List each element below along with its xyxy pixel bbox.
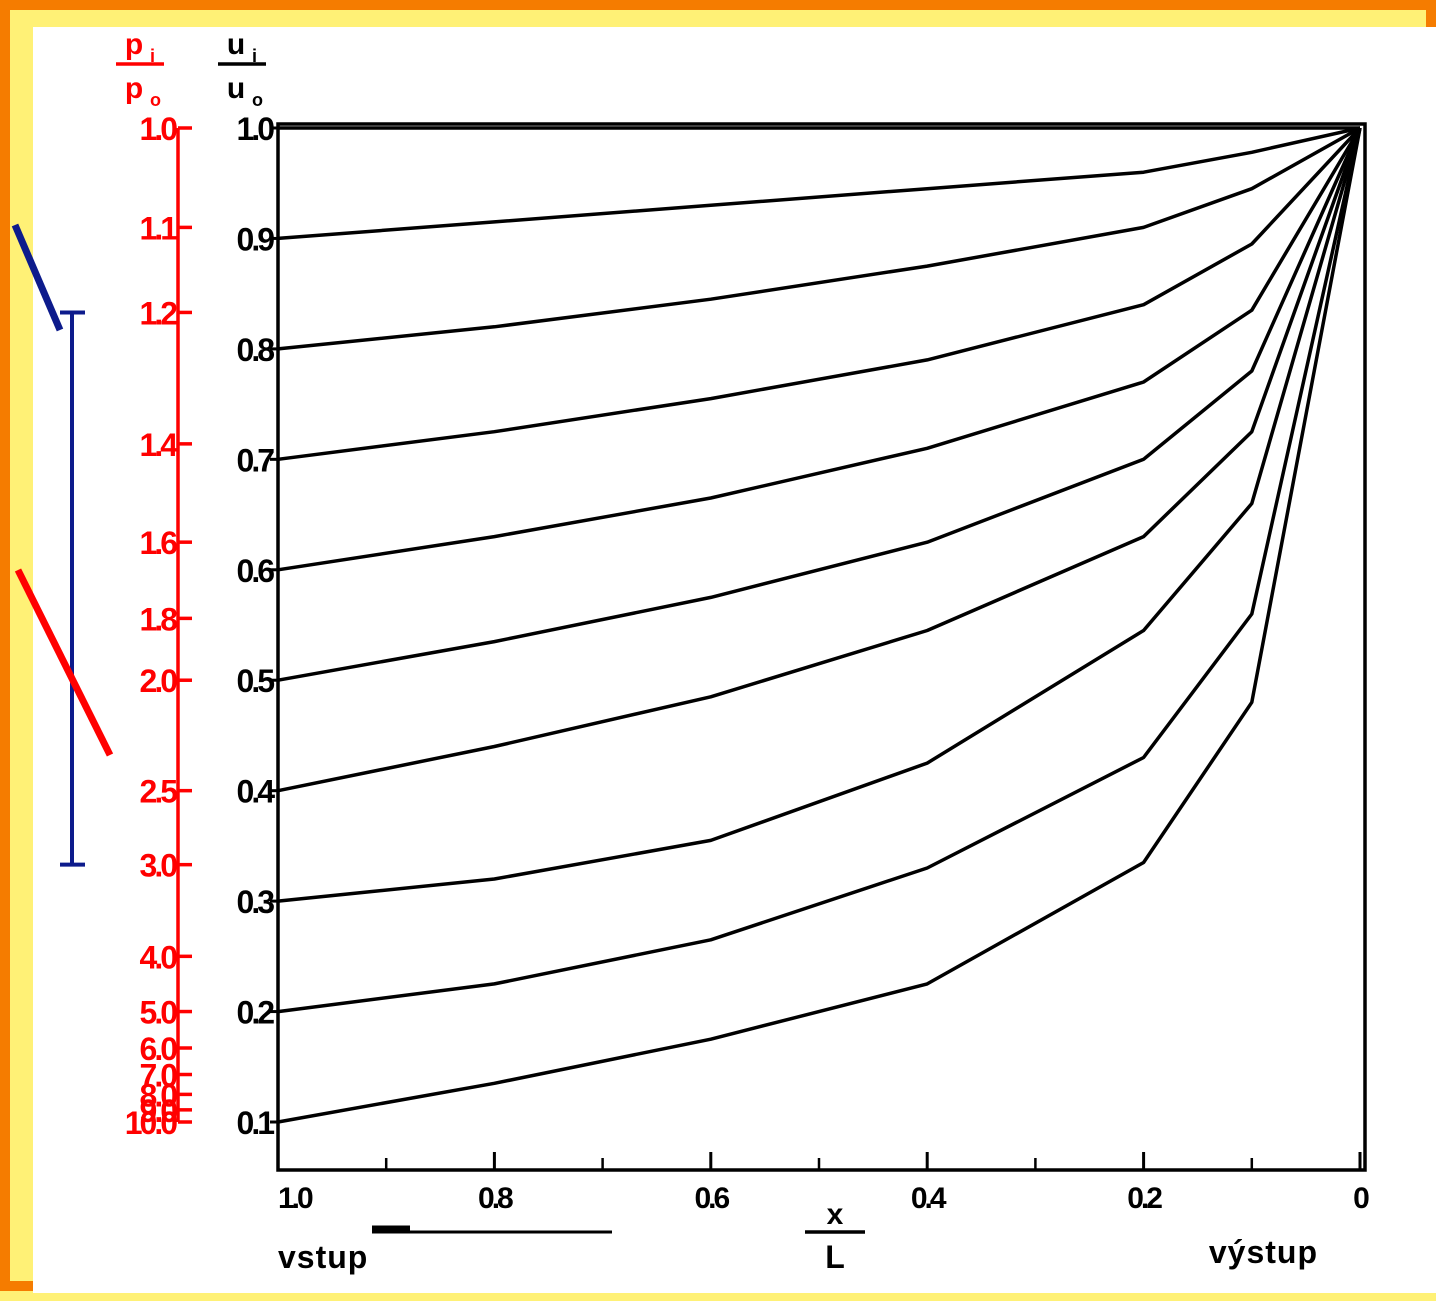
x-tick-label: 0.4: [911, 1182, 947, 1215]
pressure-axis-title-numerator-sub: i: [150, 46, 155, 66]
pressure-axis-title-denominator-sub: o: [150, 90, 161, 110]
y-tick-label: 0.5: [237, 663, 275, 699]
outlet-label: výstup: [1209, 1234, 1318, 1270]
chart-paper: [33, 27, 1436, 1293]
pressure-tick-label: 10.0: [125, 1105, 177, 1141]
pressure-axis-title: p ip o: [116, 28, 164, 110]
labels-group: 1.0 0.8 0.6 0.4 0.2 0 1.0 0.9 0.8 0.7 0.6 0.5 0.4 0.3…: [116, 28, 1372, 1275]
annotations-group: [11, 223, 612, 1234]
x-axis-title-denominator: L: [825, 1239, 845, 1275]
y-tick-label: 0.9: [237, 221, 275, 257]
y-tick-label: 0.4: [237, 774, 276, 810]
x-axis-title-numerator: x: [827, 1198, 844, 1231]
pressure-tick-label: 2.5: [140, 774, 178, 810]
curve-line: [277, 127, 1362, 1014]
x-tick-label: 0.8: [478, 1182, 513, 1215]
curve-line: [277, 126, 1361, 241]
x-tick-label: 0.2: [1127, 1182, 1162, 1215]
velocity-axis-title-numerator-sub: i: [252, 46, 257, 66]
y-tick-label: 0.7: [237, 442, 275, 478]
pressure-tick-label: 9.0: [140, 1093, 178, 1129]
y-tick-label: 0.6: [237, 553, 275, 589]
y-tick-label: 0.1: [237, 1105, 275, 1141]
curve-line: [277, 127, 1362, 903]
pressure-axis-title-denominator: p: [125, 72, 143, 105]
curves-group: [277, 126, 1362, 1124]
velocity-axis-title-denominator-sub: o: [252, 90, 263, 110]
plot-box: [276, 122, 1367, 1172]
pressure-tick-label: 6.0: [140, 1031, 178, 1067]
curve-line: [277, 126, 1361, 351]
axes-group: [176, 122, 1367, 1172]
velocity-axis-title-numerator: u: [227, 28, 245, 61]
x-tick-label: 0: [1353, 1182, 1369, 1215]
curve-line: [277, 127, 1362, 793]
pressure-tick-label: 4.0: [140, 939, 178, 975]
pressure-tick-label: 1.6: [140, 525, 178, 561]
pressure-tick-label: 1.1: [140, 210, 178, 246]
pressure-tick-label: 8.0: [140, 1077, 178, 1113]
x-tick-label: 0.6: [694, 1182, 729, 1215]
y-tick-label: 0.3: [237, 884, 275, 920]
pressure-tick-label: 3.0: [140, 848, 178, 884]
pressure-tick-label: 1.2: [140, 295, 178, 331]
velocity-axis-title: u iu o: [218, 28, 266, 110]
pressure-tick-label: 1.4: [140, 427, 179, 463]
velocity-ratio-chart: 1.0 0.8 0.6 0.4 0.2 0 1.0 0.9 0.8 0.7 0.6 0.5 0.4 0.3…: [11, 28, 1372, 1275]
curve-line: [277, 127, 1362, 572]
y-tick-label: 1.0: [237, 111, 275, 147]
y-tick-label: 0.8: [237, 332, 275, 368]
pressure-tick-label: 1.8: [140, 601, 178, 637]
curve-line: [277, 127, 1362, 1124]
pressure-tick-label: 1.0: [140, 111, 178, 147]
curve-line: [277, 127, 1362, 682]
x-tick-label: 1.0: [278, 1182, 313, 1215]
pressure-tick-label: 2.0: [140, 663, 178, 699]
velocity-axis-title-denominator: u: [227, 72, 245, 105]
inlet-label: vstup: [278, 1239, 368, 1275]
pressure-axis-title-numerator: p: [125, 28, 143, 61]
blue-pointer-line: [11, 223, 64, 332]
red-pointer-line: [14, 568, 114, 757]
pressure-tick-label: 5.0: [140, 995, 178, 1031]
y-tick-label: 0.2: [237, 995, 275, 1031]
pressure-tick-label: 7.0: [140, 1058, 178, 1094]
curve-line: [277, 126, 1362, 462]
